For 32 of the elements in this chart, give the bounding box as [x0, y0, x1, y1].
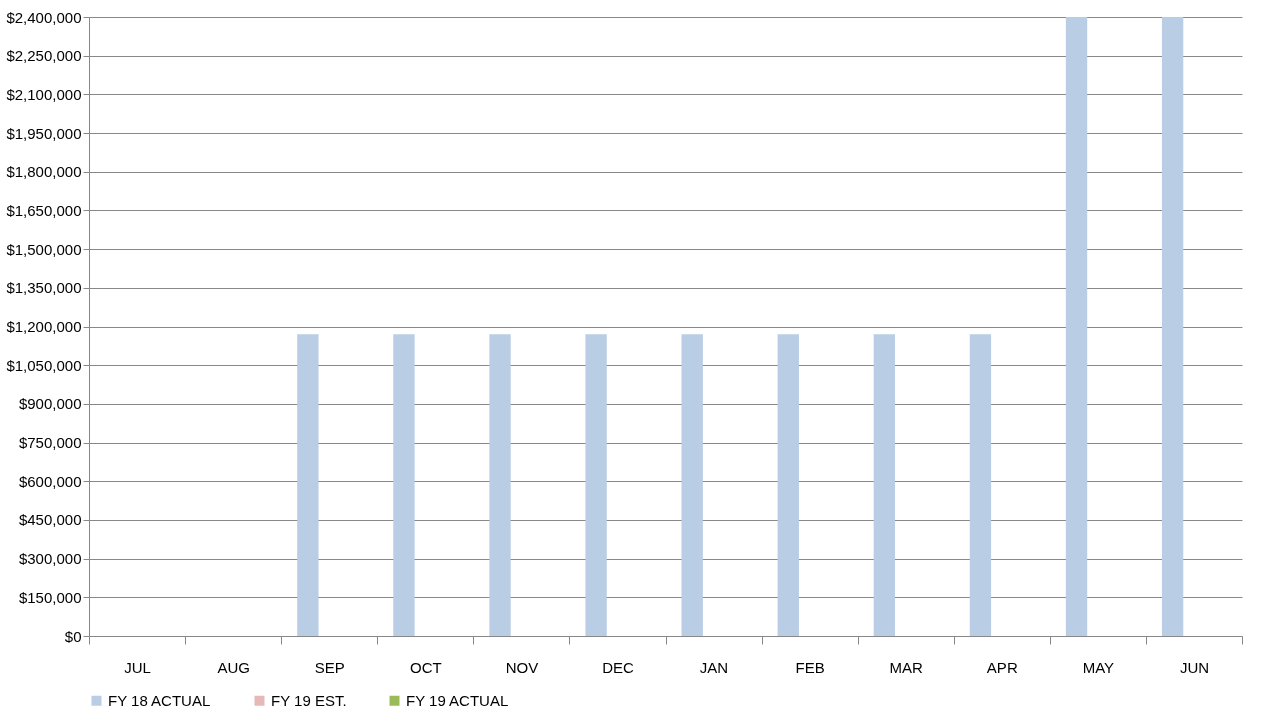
y-tick-label: $2,250,000 [6, 47, 82, 65]
x-tick-label: MAY [1082, 658, 1115, 676]
x-tick-label: AUG [217, 658, 250, 676]
legend-label: FY 19 EST. [271, 691, 347, 709]
x-tick-label: JAN [699, 658, 729, 676]
x-tick-label: DEC [602, 658, 634, 676]
y-tick-label: $1,800,000 [6, 163, 82, 181]
x-tick-label: OCT [409, 658, 442, 676]
x-tick-label: MAR [889, 658, 924, 676]
x-tick-label: NOV [505, 658, 539, 676]
x-tick-label: APR [986, 658, 1018, 676]
x-tick-label: SEP [314, 658, 345, 676]
y-tick-label: $1,950,000 [6, 124, 82, 142]
y-tick-label: $150,000 [18, 588, 82, 606]
y-tick-label: $1,050,000 [6, 356, 82, 374]
y-tick-label: $450,000 [18, 511, 82, 529]
y-tick-label: $1,350,000 [6, 279, 82, 297]
y-tick-label: $600,000 [18, 472, 82, 490]
y-tick-label: $1,500,000 [6, 240, 82, 258]
y-tick-label: $2,400,000 [6, 8, 82, 26]
y-tick-label: $2,100,000 [6, 85, 82, 103]
x-tick-label: JUN [1179, 658, 1210, 676]
y-tick-label: $900,000 [18, 395, 82, 413]
x-tick-label: JUL [124, 658, 151, 676]
x-tick-label: FEB [795, 658, 825, 676]
y-tick-label: $1,650,000 [6, 201, 82, 219]
y-tick-label: $1,200,000 [6, 318, 82, 335]
legend-label: FY 18 ACTUAL [108, 691, 211, 709]
legend-label: FY 19 ACTUAL [406, 691, 509, 709]
y-tick-label: $750,000 [18, 434, 82, 452]
y-tick-label: $300,000 [18, 550, 82, 568]
y-tick-label: $0 [64, 627, 82, 645]
